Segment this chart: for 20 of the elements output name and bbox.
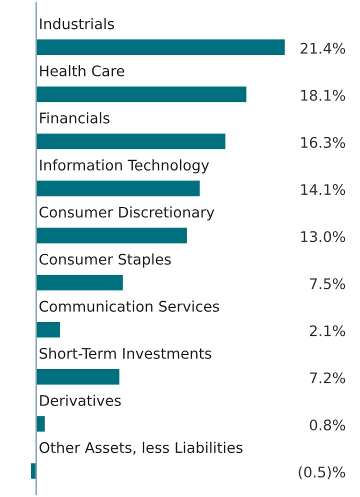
y-tick-label: Consumer Discretionary <box>40 206 214 220</box>
y-tick-label: Communication Services <box>40 300 220 312</box>
y-tick-label: Health Care <box>40 65 124 76</box>
y-tick-label: Short-Term Investments <box>40 348 212 359</box>
data-label: (0.5)% <box>298 466 346 480</box>
data-label: 7.5% <box>310 278 346 290</box>
data-label: 2.1% <box>310 325 346 336</box>
y-tick-label: Information Technology <box>40 159 210 174</box>
y-tick-label: Other Assets, less Liabilities <box>40 442 242 455</box>
data-label: 18.1% <box>301 90 346 101</box>
y-tick-label: Financials <box>40 112 110 124</box>
data-label: 0.8% <box>310 419 346 430</box>
y-tick-label: Industrials <box>40 18 114 30</box>
data-label: 13.0% <box>301 231 346 242</box>
data-label: 16.3% <box>301 136 346 148</box>
y-tick-label: Derivatives <box>40 394 121 406</box>
data-label: 14.1% <box>301 184 346 196</box>
data-label: 7.2% <box>310 372 346 384</box>
y-tick-label: Consumer Staples <box>40 253 171 268</box>
data-label: 21.4% <box>300 42 346 54</box>
